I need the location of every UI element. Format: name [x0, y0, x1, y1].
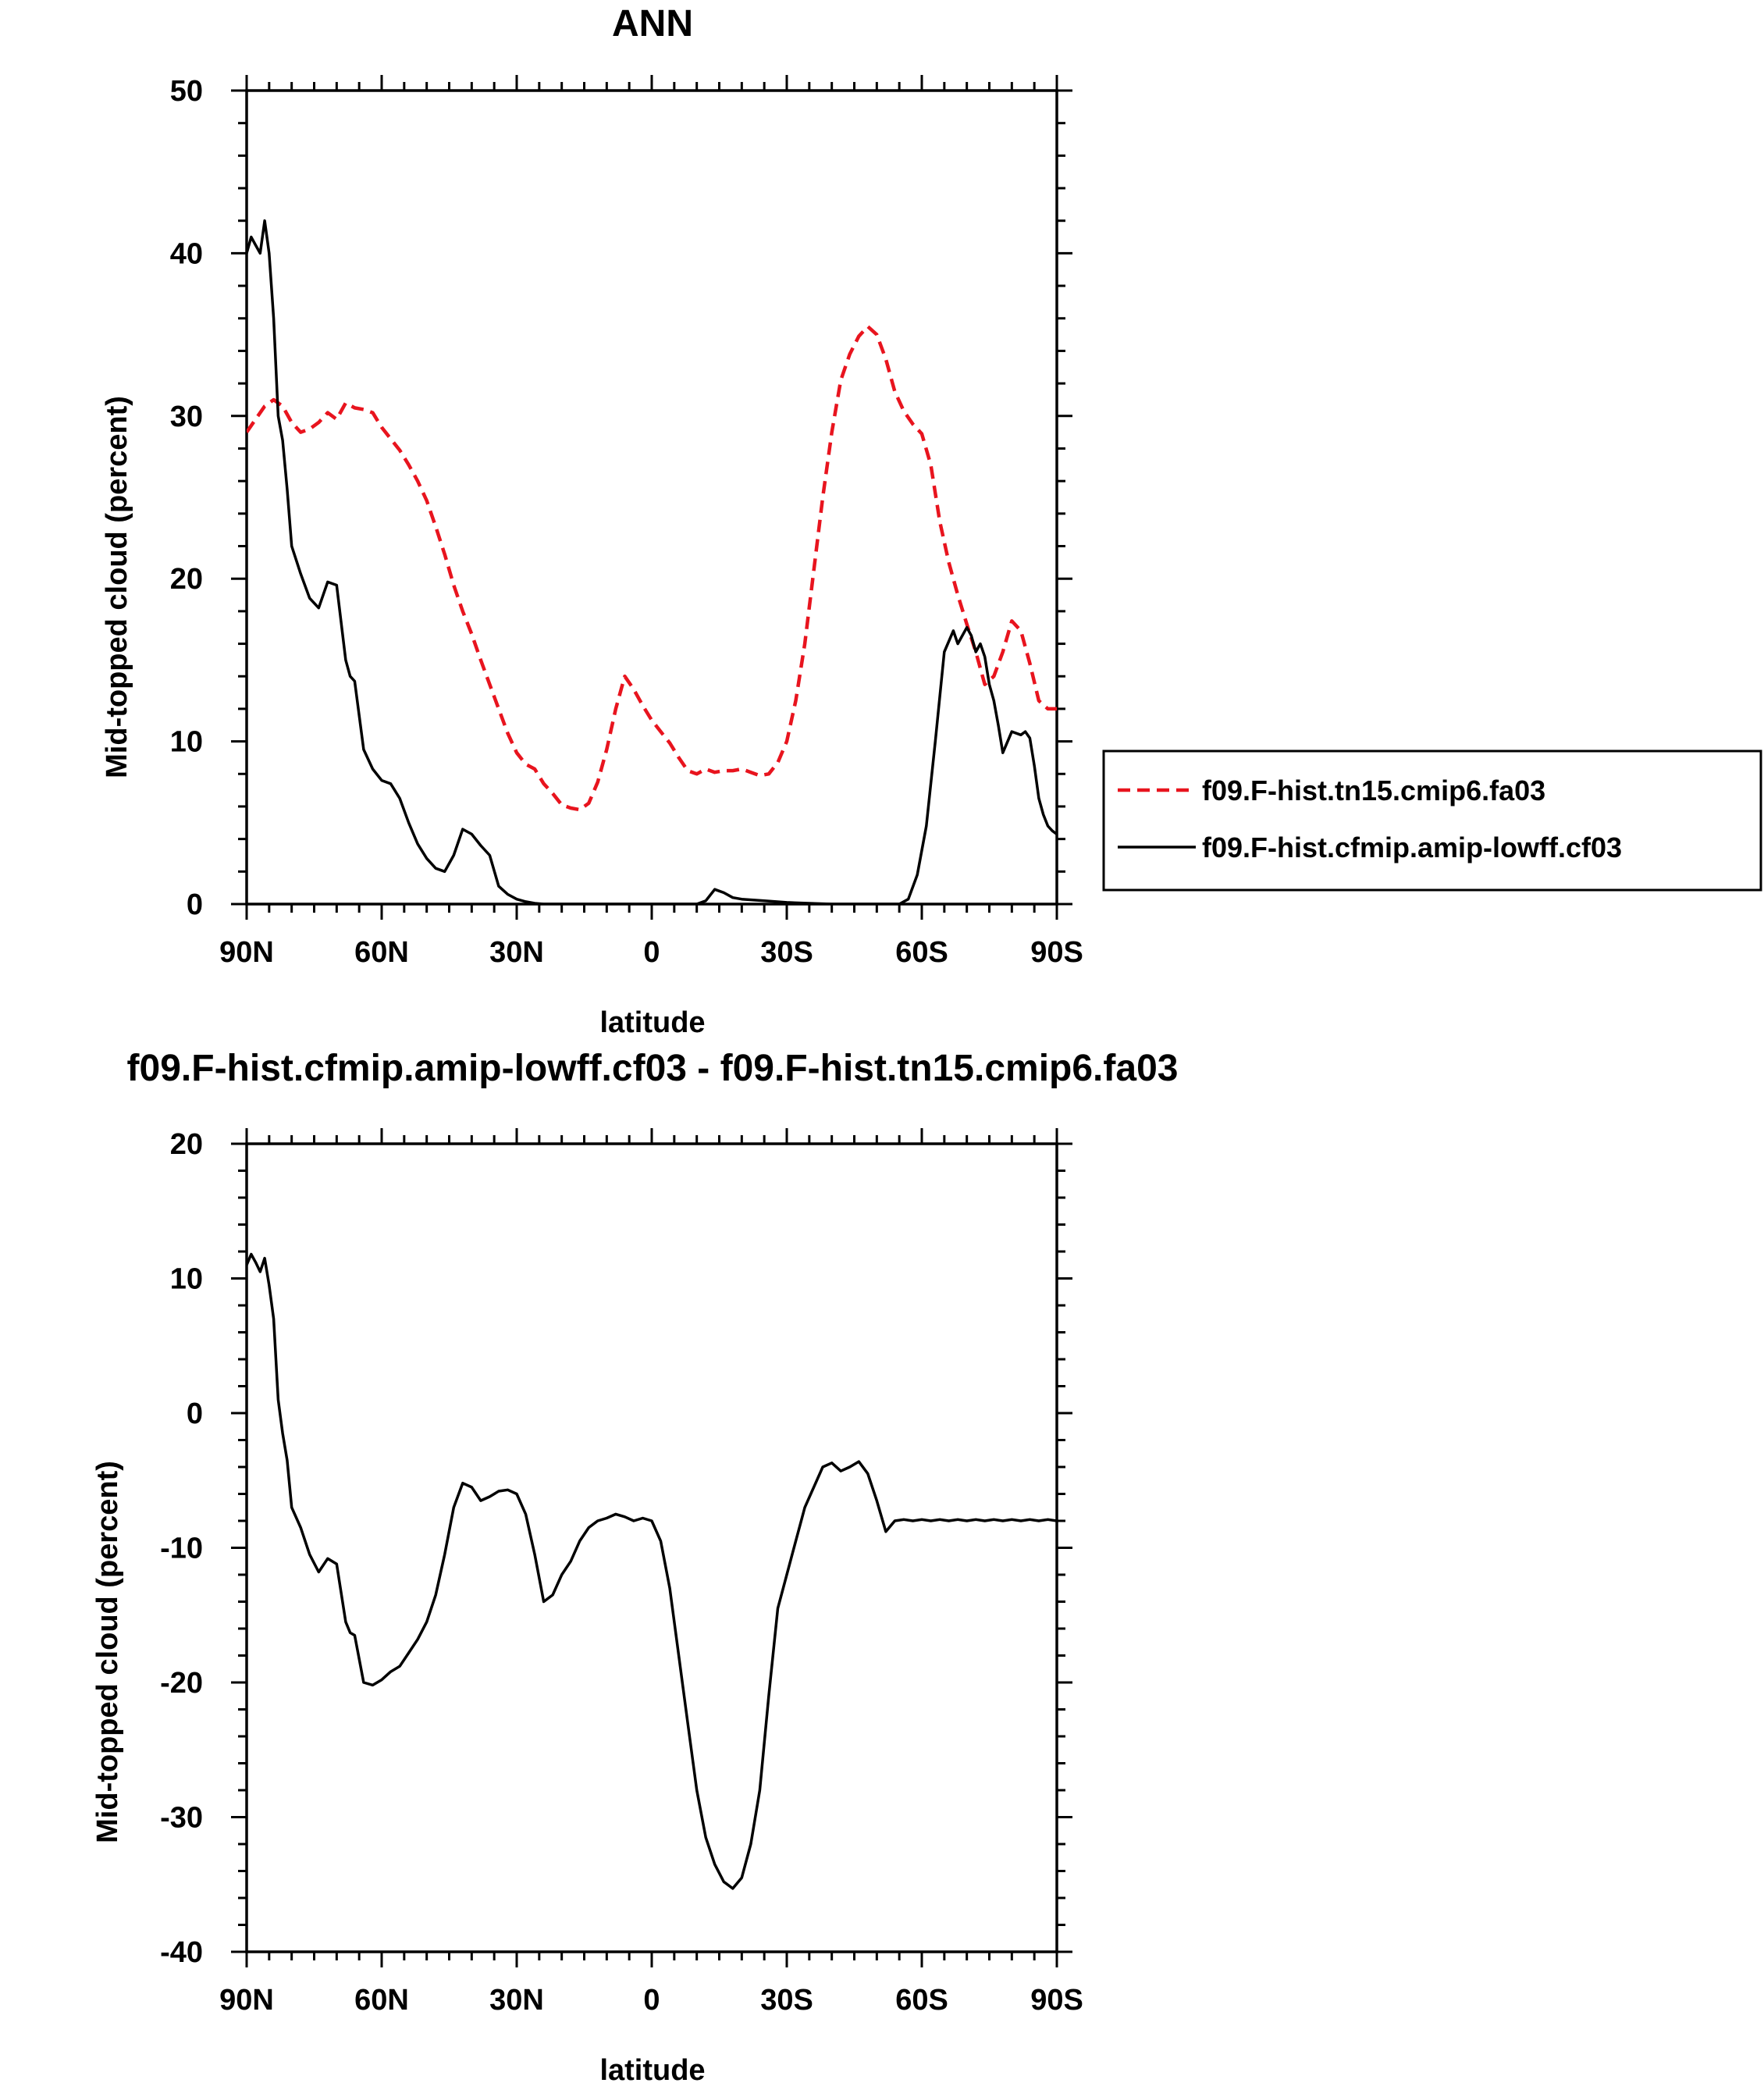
top-panel: ANN 90N 60N 30N 0 30S 60S 90S 0 10 20 30 40 50 latit… — [101, 3, 1762, 1039]
bottom-y-tick-label: -40 — [160, 1936, 203, 1969]
bottom-y-tick-label: 20 — [170, 1128, 203, 1161]
bottom-series-line-1 — [247, 1252, 1057, 1890]
top-series-line-2 — [247, 219, 1057, 904]
bottom-y-tick-label: -20 — [160, 1667, 203, 1700]
top-y-tick-label: 50 — [170, 75, 203, 108]
bottom-panel: f09.F-hist.cfmip.amip-lowff.cf03 - f09.F… — [91, 1048, 1179, 2087]
top-panel-x-axis-label: latitude — [599, 1006, 705, 1039]
bottom-x-tick-label: 0 — [643, 1984, 660, 2017]
top-panel-title: ANN — [612, 3, 693, 45]
legend-label-series-2: f09.F-hist.cfmip.amip-lowff.cf03 — [1202, 831, 1622, 863]
legend: f09.F-hist.tn15.cmip6.fa03 f09.F-hist.cf… — [1102, 749, 1762, 892]
bottom-x-tick-label: 60S — [895, 1984, 948, 2017]
bottom-panel-title: f09.F-hist.cfmip.amip-lowff.cf03 - f09.F… — [127, 1048, 1179, 1089]
top-x-tick-label: 60N — [354, 936, 409, 969]
bottom-panel-y-axis-label: Mid-topped cloud (percent) — [91, 1461, 124, 1843]
bottom-y-tick-label: -30 — [160, 1802, 203, 1835]
bottom-y-tick-label: 0 — [187, 1397, 203, 1430]
top-x-tick-label: 30N — [489, 936, 544, 969]
bottom-y-tick-label: -10 — [160, 1533, 203, 1565]
top-x-tick-label: 90S — [1030, 936, 1083, 969]
bottom-x-tick-label: 30N — [489, 1984, 544, 2017]
top-series-line-1 — [247, 324, 1057, 812]
bottom-panel-x-axis-label: latitude — [599, 2054, 705, 2086]
bottom-x-tick-label: 30S — [760, 1984, 813, 2017]
top-y-tick-label: 40 — [170, 237, 203, 270]
legend-box — [1102, 749, 1762, 892]
top-x-tick-label: 30S — [760, 936, 813, 969]
bottom-x-tick-label: 60N — [354, 1984, 409, 2017]
top-x-tick-label: 0 — [643, 936, 660, 969]
bottom-x-tick-label: 90N — [219, 1984, 274, 2017]
bottom-y-tick-label: 10 — [170, 1263, 203, 1296]
top-x-tick-label: 60S — [895, 936, 948, 969]
bottom-x-tick-label: 90S — [1030, 1984, 1083, 2017]
top-panel-plot-area: 90N 60N 30N 0 30S 60S 90S 0 10 20 30 40 50 — [170, 75, 1083, 969]
legend-label-series-1: f09.F-hist.tn15.cmip6.fa03 — [1202, 774, 1545, 806]
top-y-tick-label: 30 — [170, 401, 203, 433]
top-x-tick-label: 90N — [219, 936, 274, 969]
top-panel-y-axis-label: Mid-topped cloud (percent) — [101, 396, 133, 778]
bottom-panel-plot-area: 90N 60N 30N 0 30S 60S 90S -40 -30 -20 -10 0 10 20 — [160, 1128, 1083, 2017]
top-y-tick-label: 0 — [187, 888, 203, 921]
top-y-tick-label: 20 — [170, 563, 203, 596]
top-y-tick-label: 10 — [170, 726, 203, 759]
